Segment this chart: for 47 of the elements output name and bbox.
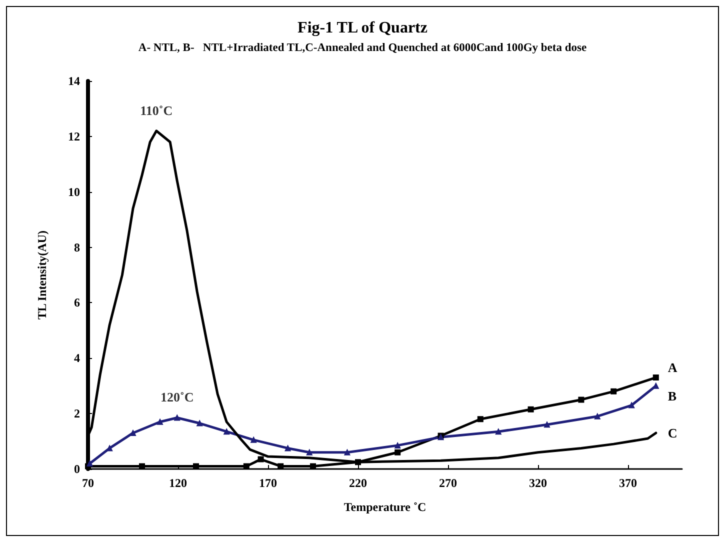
y-tick-label: 0 [74, 462, 80, 476]
chart-subtitle: A- NTL, B- NTL+Irradiated TL,C-Annealed and Quenched at 6000Cand 100Gy beta dose [138, 42, 587, 54]
x-tick-label: 220 [349, 476, 367, 490]
point [528, 406, 534, 412]
x-tick-label: 370 [619, 476, 637, 490]
series-label: C [668, 425, 678, 440]
point [284, 445, 291, 452]
point [224, 428, 230, 435]
point [477, 416, 484, 422]
point [544, 422, 550, 428]
point [610, 388, 617, 394]
series-label: A [668, 360, 678, 376]
x-tick-label: 70 [82, 476, 94, 490]
point [306, 449, 312, 456]
y-tick-label: 6 [74, 296, 80, 310]
y-tick-label: 14 [68, 74, 80, 88]
y-tick-label: 4 [74, 351, 80, 366]
point [495, 428, 502, 435]
point [86, 460, 93, 466]
chart-title: Fig-1 TL of Quartz [298, 20, 428, 36]
point [250, 436, 257, 443]
point [594, 413, 600, 420]
point [578, 396, 584, 403]
point [174, 414, 180, 421]
point [394, 442, 401, 448]
x-tick-label: 270 [439, 476, 457, 490]
series-label: B [668, 388, 677, 404]
point [157, 418, 163, 425]
point [394, 449, 401, 456]
point [258, 456, 264, 462]
y-tick-label: 10 [68, 184, 80, 199]
annotation: 110˚C [140, 102, 173, 118]
y-axis-title: TL Intensity(AU) [35, 230, 49, 320]
y-tick-label: 2 [74, 406, 80, 421]
x-axis-title: Temperature ˚C [344, 500, 426, 514]
point [652, 374, 659, 381]
point [130, 430, 136, 436]
x-tick-label: 320 [529, 476, 547, 490]
annotation: 120˚C [160, 390, 194, 405]
y-tick-label: 12 [68, 129, 80, 144]
point [628, 402, 635, 408]
y-tick-label: 8 [74, 240, 80, 254]
x-tick-label: 120 [169, 476, 187, 490]
x-tick-label: 170 [259, 476, 277, 490]
point [355, 459, 361, 466]
point [196, 420, 203, 426]
point [344, 449, 350, 456]
